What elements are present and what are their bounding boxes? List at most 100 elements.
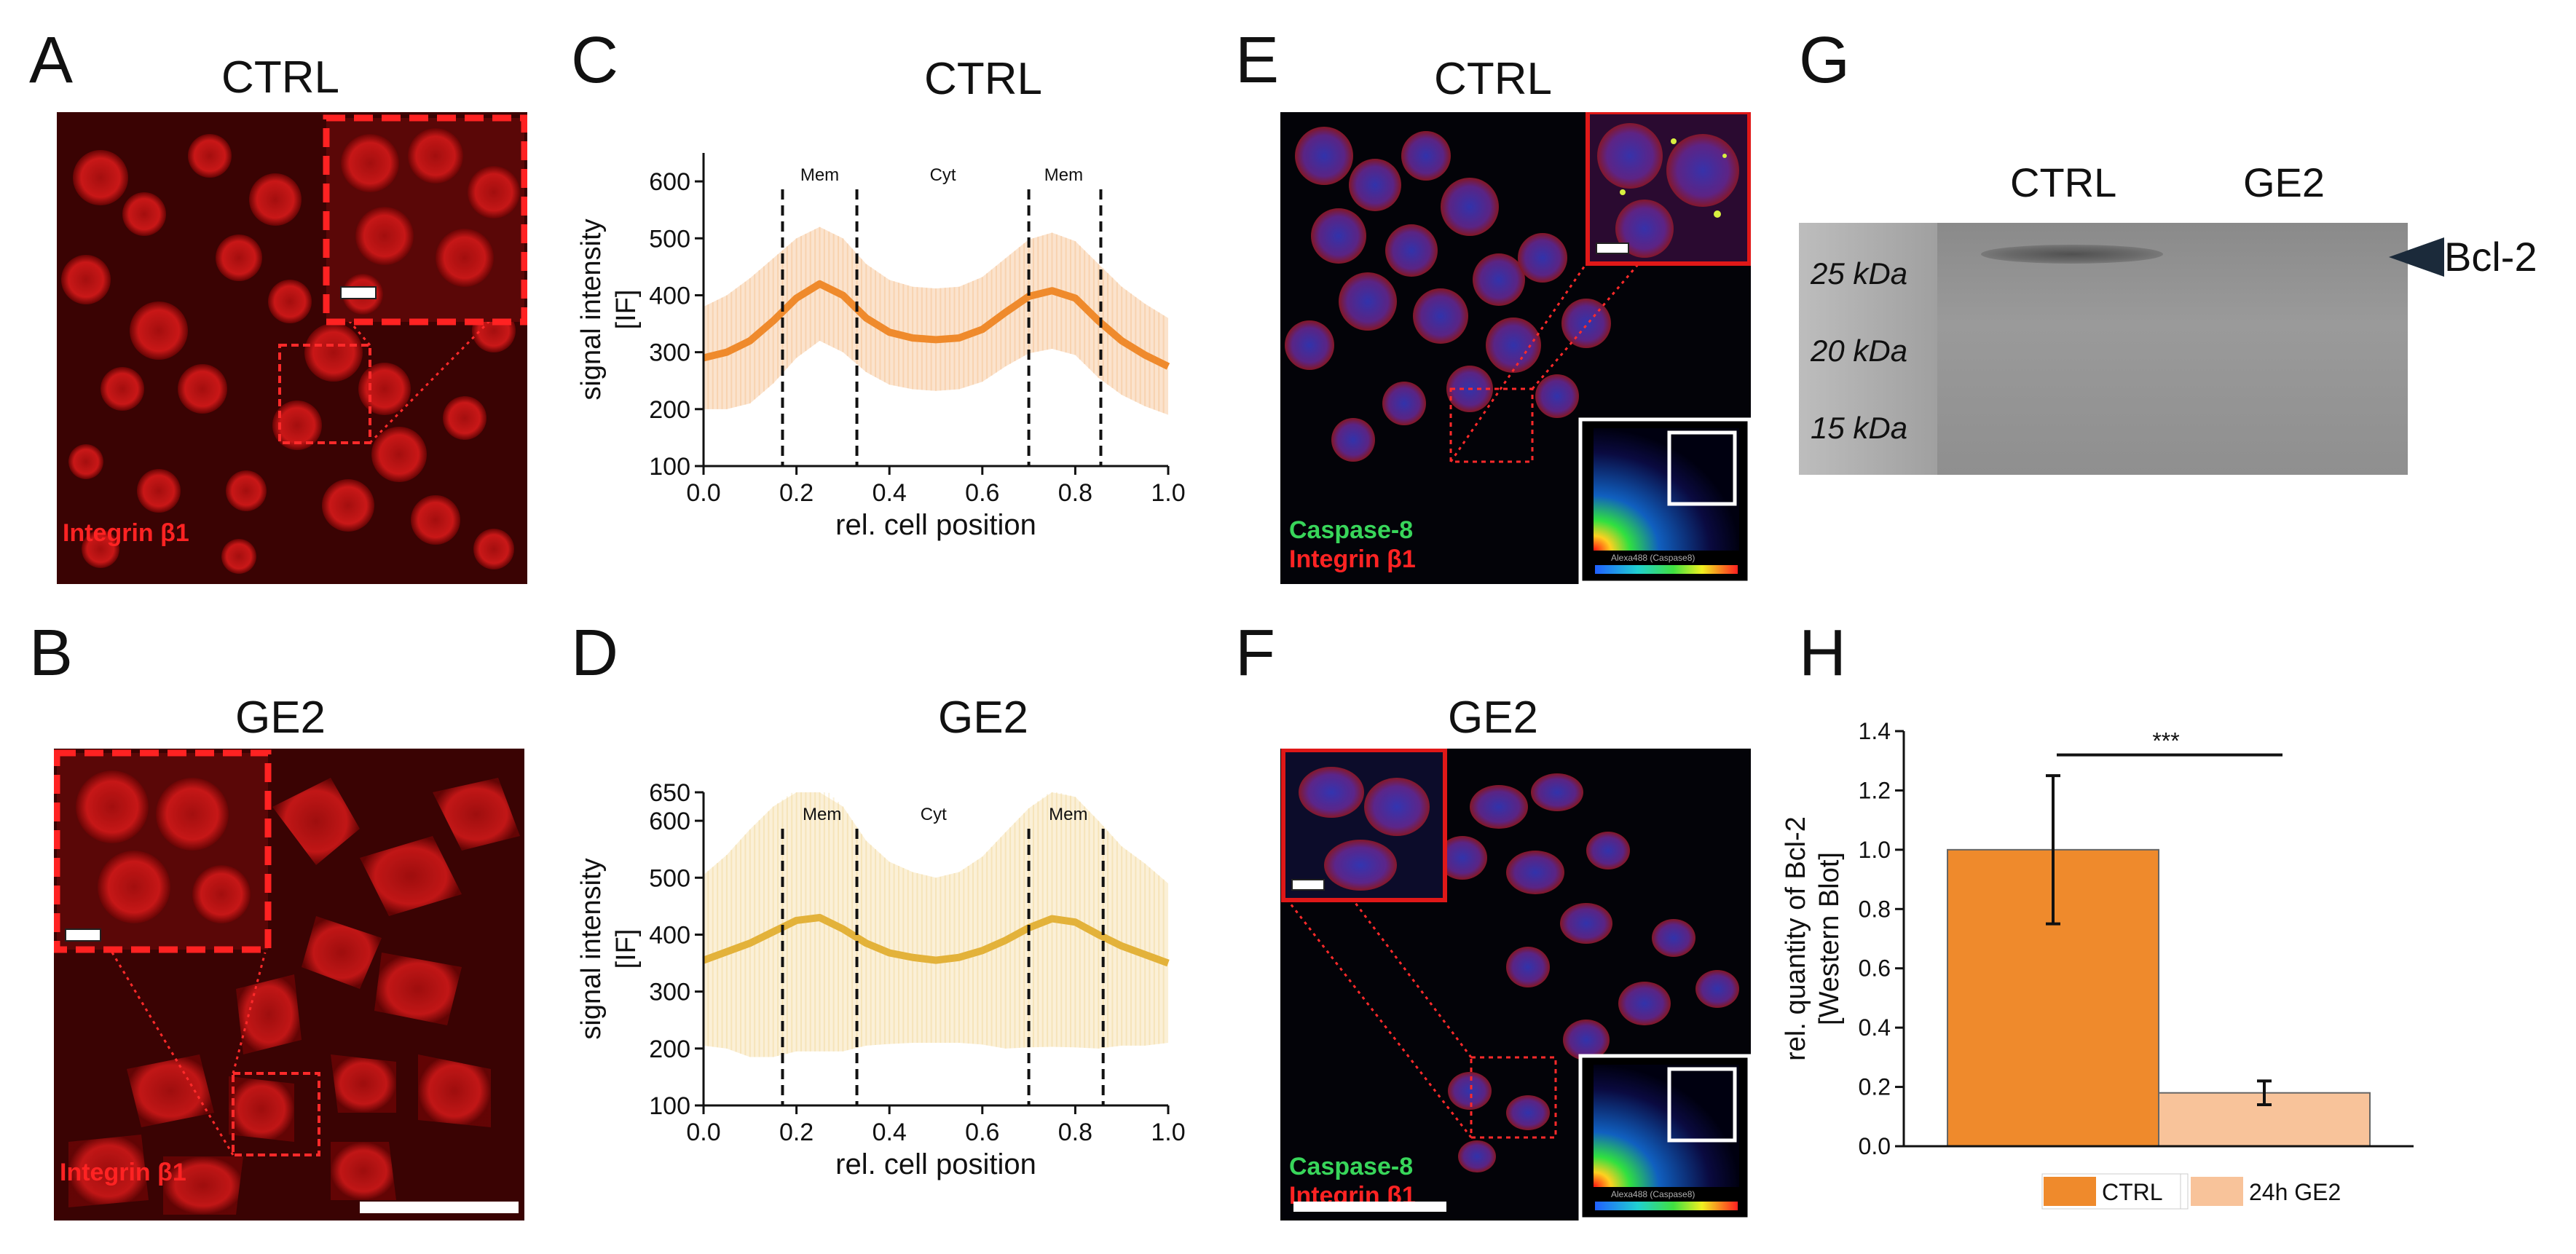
marker-lane	[1799, 223, 1937, 475]
panel-letter-e: E	[1235, 24, 1280, 97]
y-axis-label: signal intensity	[576, 858, 607, 1039]
x-tick-label: 0.6	[965, 1119, 999, 1146]
marker-25kda: 25 kDa	[1811, 256, 1908, 291]
panel-b-micrograph: Integrin β1	[54, 749, 524, 1221]
y-tick-label: 300	[649, 979, 690, 1006]
y-axis-label: signal intensity	[576, 218, 607, 400]
panel-letter-b: B	[29, 617, 74, 690]
y-tick-label: 600	[649, 808, 690, 835]
western-blot-membrane: 25 kDa 20 kDa 15 kDa	[1799, 223, 2408, 475]
panel-letter-d: D	[571, 617, 618, 690]
colocalization-x-axis: Alexa488 (Caspase8)	[1611, 553, 1695, 563]
x-tick-label: 0.8	[1058, 1119, 1092, 1146]
legend-label: CTRL	[2102, 1179, 2163, 1205]
panel-f-cells: Alexa488 (Caspase8)	[1281, 749, 1751, 1221]
legend-swatch	[2191, 1177, 2243, 1206]
panel-f-micrograph: Alexa488 (Caspase8) Caspase-8 Integrin β…	[1280, 749, 1751, 1221]
x-tick-label: 0.2	[779, 1119, 814, 1146]
x-tick-label: 0.4	[873, 479, 907, 507]
mean-line	[702, 280, 1170, 370]
bar-chart-h: *** 0.0 0.2 0.4 0.6 0.8 1.0 1.2 1.4 rel. quantity…	[1781, 718, 2414, 1210]
y-tick-label: 0.6	[1859, 955, 1891, 982]
y-axis-label-unit: [Western Blot]	[1814, 852, 1845, 1025]
region-annotation: Mem	[1044, 165, 1083, 185]
panel-b-cells	[54, 749, 520, 1215]
y-tick-label: 500	[649, 864, 690, 892]
panel-e-stain-integrin: Integrin β1	[1289, 545, 1416, 573]
x-axis-label: rel. cell position	[835, 1148, 1036, 1180]
marker-15kda: 15 kDa	[1811, 411, 1908, 445]
x-tick-label: 1.0	[1151, 1119, 1185, 1146]
region-annotation: Mem	[803, 805, 841, 824]
bcl2-label: Bcl-2	[2444, 234, 2537, 280]
lane-label-ge2: GE2	[2243, 159, 2325, 205]
y-axis-label-unit: [IF]	[611, 929, 642, 969]
legend-label: 24h GE2	[2249, 1179, 2341, 1205]
y-tick-label: 100	[649, 1092, 690, 1120]
y-tick-label: 300	[649, 339, 690, 367]
region-annotation: Mem	[1049, 805, 1087, 824]
y-tick-label: 500	[649, 225, 690, 253]
region-annotation: Mem	[800, 165, 839, 185]
y-tick-label: 100	[649, 453, 690, 481]
panel-a-title: CTRL	[221, 52, 339, 103]
y-axis-label-unit: [IF]	[611, 290, 642, 330]
panel-letter-h: H	[1799, 617, 1846, 690]
line-chart-d: Mem Cyt Mem 0.0 0.2 0.4 0.6 0.8 1.0 100 200 300 400 5…	[576, 779, 1186, 1180]
panel-a-micrograph: Integrin β1	[57, 112, 527, 584]
legend-frame	[2041, 1173, 2189, 1210]
legend-swatch	[2044, 1177, 2096, 1206]
panel-f-title: GE2	[1447, 693, 1539, 743]
y-tick-label: 0.0	[1859, 1133, 1891, 1159]
panel-e-micrograph: Alexa488 (Caspase8) Caspase-8 Integrin β…	[1280, 112, 1751, 584]
x-tick-label: 0.6	[965, 479, 999, 507]
x-tick-label: 0.8	[1058, 479, 1092, 507]
y-tick-label: 600	[649, 168, 690, 196]
panel-letter-c: C	[571, 24, 618, 97]
y-axis-label: rel. quantity of Bcl-2	[1781, 816, 1811, 1061]
y-tick-label: 0.4	[1859, 1014, 1891, 1041]
marker-20kda: 20 kDa	[1811, 334, 1908, 368]
panel-a-stain-label: Integrin β1	[63, 519, 189, 547]
x-tick-label: 0.0	[686, 479, 720, 507]
panel-e-title: CTRL	[1434, 54, 1552, 104]
y-tick-label: 400	[649, 921, 690, 949]
x-tick-label: 0.4	[873, 1119, 907, 1146]
region-annotation: Cyt	[921, 805, 947, 824]
panel-e-cells: Alexa488 (Caspase8)	[1285, 112, 1751, 584]
colocalization-x-axis: Alexa488 (Caspase8)	[1611, 1189, 1695, 1199]
y-tick-label: 200	[649, 1036, 690, 1063]
y-tick-label: 1.4	[1859, 718, 1891, 744]
panel-letter-g: G	[1799, 24, 1851, 97]
x-axis-label: rel. cell position	[835, 509, 1036, 541]
panel-c-title: CTRL	[924, 54, 1042, 104]
panel-b-title: GE2	[235, 693, 326, 743]
y-tick-label: 200	[649, 396, 690, 424]
lane-label-ctrl: CTRL	[2010, 159, 2117, 205]
line-chart-c: Mem Cyt Mem 0.0 0.2 0.4 0.6 0.8 1.0 100 200 300 400 5…	[576, 153, 1186, 541]
bcl2-arrow-icon	[2389, 237, 2444, 277]
scale-bar	[360, 1202, 519, 1213]
panel-f-stain-caspase: Caspase-8	[1289, 1153, 1414, 1180]
y-tick-label: 1.2	[1859, 777, 1891, 803]
panel-letter-a: A	[29, 24, 74, 97]
x-tick-label: 1.0	[1151, 479, 1185, 507]
panel-a-cells	[61, 114, 527, 574]
error-band	[704, 226, 1168, 415]
y-tick-label: 650	[649, 779, 690, 807]
bcl2-band	[1981, 245, 2163, 264]
x-tick-label: 0.0	[686, 1119, 720, 1146]
panel-b-stain-label: Integrin β1	[60, 1159, 186, 1186]
region-annotation: Cyt	[930, 165, 956, 185]
panel-e-stain-caspase: Caspase-8	[1289, 516, 1414, 544]
x-tick-label: 0.2	[779, 479, 814, 507]
error-band	[704, 792, 1168, 1057]
y-tick-label: 1.0	[1859, 837, 1891, 863]
y-tick-label: 0.2	[1859, 1074, 1891, 1100]
significance-label: ***	[2152, 728, 2179, 754]
panel-letter-f: F	[1235, 617, 1275, 690]
y-tick-label: 400	[649, 282, 690, 309]
panel-d-title: GE2	[937, 693, 1029, 743]
mean-line	[702, 914, 1170, 967]
y-tick-label: 0.8	[1859, 896, 1891, 922]
